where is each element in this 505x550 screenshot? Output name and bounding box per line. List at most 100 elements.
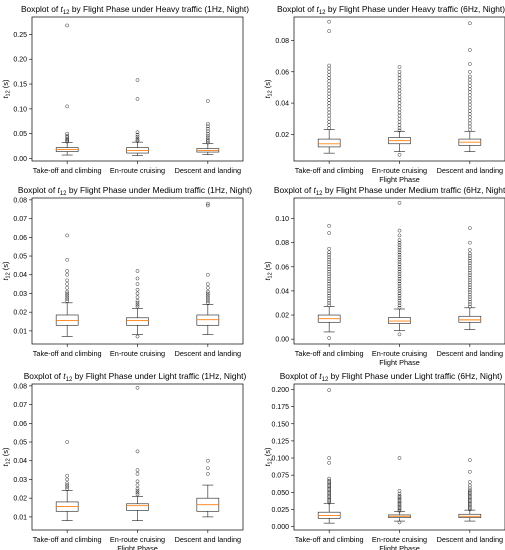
chart-5-title-symbol: t [63, 371, 66, 381]
flier-point [327, 94, 332, 99]
flier-point [327, 223, 332, 228]
flier-point [327, 487, 332, 491]
flier-point [397, 506, 402, 510]
flier-point [327, 246, 332, 251]
flier-point [327, 123, 332, 127]
chart-4-title-suffix: by Flight Phase under Medium traffic (6H… [323, 185, 505, 195]
chart-2-xlabel: Flight Phase [379, 175, 420, 184]
flier-point [135, 287, 140, 292]
flier-point [327, 98, 332, 102]
flier-point [397, 293, 402, 298]
flier-point [397, 281, 402, 286]
flier-point [467, 226, 472, 231]
chart-2-ytick-label: 0.04 [275, 101, 289, 108]
chart-5-ytick-label: 0.03 [13, 477, 27, 484]
flier-point [397, 73, 402, 77]
flier-point [327, 478, 332, 483]
chart-4-ytick-label: 0.02 [275, 313, 289, 320]
chart-6: Boxplot of t12 by Flight Phase under Lig… [263, 371, 505, 550]
flier-point [467, 486, 472, 491]
flier-point [467, 48, 472, 52]
flier-point [327, 252, 332, 257]
flier-point [135, 295, 140, 300]
flier-point [467, 302, 472, 307]
chart-1-ytick-label: 0.20 [13, 57, 27, 64]
flier-point [397, 228, 402, 233]
flier-point [135, 78, 140, 82]
flier-point [327, 491, 332, 495]
flier-point [467, 502, 472, 506]
flier-point [135, 471, 140, 476]
flier-point [327, 262, 332, 267]
flier-point [65, 295, 70, 300]
chart-6-ytick-label: 0.050 [271, 490, 289, 497]
flier-point [397, 248, 402, 252]
flier-point [327, 231, 332, 235]
flier-point [327, 388, 332, 393]
flier-point [467, 280, 472, 285]
chart-4-ylabel-subscript: 12 [268, 272, 274, 278]
flier-point [467, 480, 472, 484]
flier-point [397, 123, 402, 127]
chart-6-ytick-label: 0.150 [271, 421, 289, 428]
flier-point [397, 456, 402, 460]
flier-point [397, 120, 402, 124]
chart-3-ytick-label: 0.06 [13, 235, 27, 242]
chart-2-title-symbol: t [317, 4, 320, 14]
chart-4-box-1 [317, 223, 341, 340]
flier-point [397, 65, 402, 69]
chart-3-ylabel-symbol: t [1, 278, 10, 281]
chart-6-ytick-label: 0.175 [271, 404, 289, 411]
flier-point [135, 97, 140, 101]
flier-point [467, 496, 472, 501]
flier-point [65, 481, 70, 486]
chart-3-ytick-label: 0.01 [13, 328, 27, 335]
box-iqr [196, 314, 220, 326]
flier-point [397, 101, 402, 105]
flier-point [397, 520, 402, 525]
chart-4-title: Boxplot of t12 by Flight Phase under Med… [274, 185, 505, 197]
flier-point [205, 295, 210, 300]
flier-point [65, 278, 70, 283]
chart-5-ylabel: t12 (s) [1, 447, 12, 467]
flier-point [467, 506, 472, 510]
chart-6-ytick-label: 0.075 [271, 473, 289, 480]
flier-point [397, 260, 402, 264]
flier-point [65, 269, 70, 273]
flier-point [397, 110, 402, 115]
flier-point [135, 136, 140, 141]
flier-point [467, 275, 472, 280]
flier-point [397, 496, 402, 501]
flier-point [205, 299, 210, 303]
chart-3: Boxplot of t12 by Flight Phase under Med… [1, 185, 252, 358]
flier-point [397, 491, 402, 496]
chart-4-ylabel: t12 (s) [263, 261, 274, 281]
flier-point [397, 296, 402, 300]
chart-3-box-1 [55, 233, 79, 337]
flier-point [135, 134, 140, 139]
chart-1-box-2 [126, 78, 149, 156]
chart-2-ytick-label: 0.08 [275, 38, 289, 45]
flier-point [65, 473, 70, 478]
flier-point [467, 285, 472, 290]
chart-5-ytick-label: 0.06 [13, 421, 27, 428]
flier-point [467, 488, 472, 493]
flier-point [397, 107, 402, 112]
chart-6-box-1 [317, 388, 341, 524]
flier-point [397, 303, 402, 308]
flier-point [135, 138, 140, 142]
chart-5-ytick-label: 0.08 [13, 383, 27, 390]
flier-point [65, 285, 70, 290]
flier-point [467, 504, 472, 509]
chart-4: Boxplot of t12 by Flight Phase under Med… [263, 185, 505, 367]
flier-point [397, 279, 402, 284]
flier-point [467, 295, 472, 299]
flier-point [397, 500, 402, 505]
chart-2-title-prefix: Boxplot of [277, 4, 317, 14]
flier-point [327, 63, 332, 68]
flier-point [327, 296, 332, 300]
flier-point [397, 91, 402, 96]
flier-point [327, 281, 332, 286]
flier-point [327, 496, 332, 501]
